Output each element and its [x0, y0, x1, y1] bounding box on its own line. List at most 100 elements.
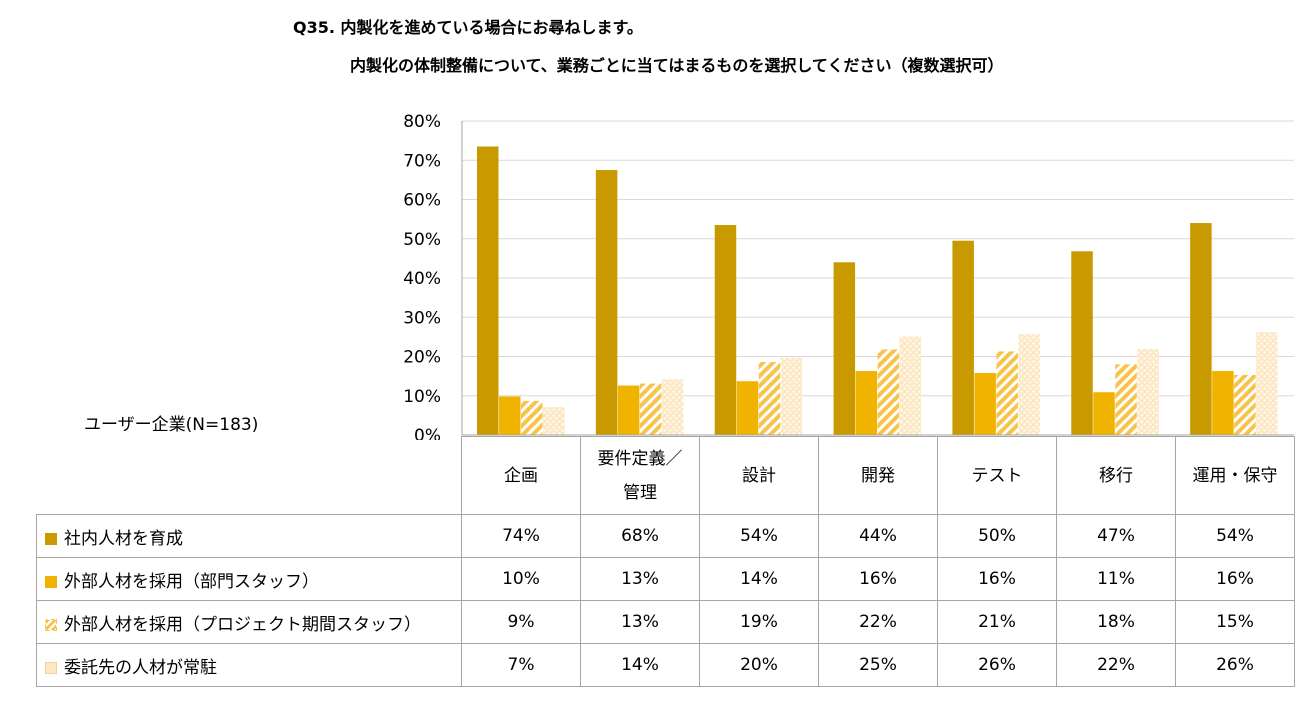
y-tick-label: 80% [403, 112, 441, 132]
chart-subtitle: 内製化の体制整備について、業務ごとに当てはまるものを選択してください（複数選択可… [350, 56, 1004, 75]
bar [736, 381, 759, 435]
data-label: 10% [461, 557, 581, 601]
bar [499, 396, 521, 435]
bar [1071, 251, 1093, 435]
bar [974, 372, 996, 435]
bar [1093, 392, 1115, 435]
bar [714, 225, 737, 435]
series-row: 外部人材を採用（プロジェクト期間スタッフ） 9% 13% 19% 22% 21%… [36, 600, 1295, 644]
bar [1234, 374, 1256, 435]
data-label: 26% [1175, 643, 1295, 687]
respondent-label: ユーザー企業(N=183) [84, 415, 259, 435]
data-label: 14% [699, 557, 819, 601]
category-cell: 企画 [461, 436, 581, 515]
data-label: 9% [461, 600, 581, 644]
chart-title: Q35. 内製化を進めている場合にお尋ねします。 [293, 18, 643, 37]
bar [996, 351, 1018, 435]
category-label: 開発 [861, 465, 895, 486]
data-label: 47% [1056, 514, 1176, 558]
data-label: 44% [818, 514, 938, 558]
series-legend-cell: 委託先の人材が常駐 [36, 643, 462, 687]
data-label: 22% [818, 600, 938, 644]
data-label: 20% [699, 643, 819, 687]
legend-label: 外部人材を採用（部門スタッフ） [64, 571, 319, 592]
legend-label: 社内人材を育成 [64, 528, 183, 549]
data-label: 25% [818, 643, 938, 687]
bar [1256, 332, 1278, 435]
bar [780, 357, 803, 435]
data-label: 11% [1056, 557, 1176, 601]
bar [899, 336, 922, 435]
y-tick-label: 60% [403, 191, 441, 211]
data-label: 22% [1056, 643, 1176, 687]
category-cell: テスト [937, 436, 1057, 515]
series-row: 社内人材を育成 74% 68% 54% 44% 50% 47% 54% [36, 514, 1295, 558]
legend-label: 委託先の人材が常駐 [64, 657, 217, 678]
series-legend-cell: 外部人材を採用（部門スタッフ） [36, 557, 462, 601]
y-axis-tick-labels: 0%10%20%30%40%50%60%70%80% [403, 112, 441, 440]
category-label: 移行 [1099, 465, 1133, 486]
data-label: 50% [937, 514, 1057, 558]
data-label: 15% [1175, 600, 1295, 644]
legend-swatch [45, 532, 57, 545]
bar [833, 262, 856, 435]
series-row: 委託先の人材が常駐 7% 14% 20% 25% 26% 22% 26% [36, 643, 1295, 687]
category-cell: 設計 [699, 436, 819, 515]
data-label: 13% [580, 557, 700, 601]
bar [877, 349, 900, 435]
legend-swatch [45, 661, 57, 674]
data-label: 19% [699, 600, 819, 644]
bar [1190, 223, 1212, 435]
data-label: 54% [1175, 514, 1295, 558]
bar [758, 361, 781, 435]
data-label: 26% [937, 643, 1057, 687]
data-label: 21% [937, 600, 1057, 644]
bar [1137, 349, 1159, 435]
category-label: 設計 [742, 465, 776, 486]
bar [521, 400, 543, 435]
category-label: 企画 [504, 465, 538, 486]
data-label: 13% [580, 600, 700, 644]
bar [855, 371, 878, 435]
legend-label: 外部人材を採用（プロジェクト期間スタッフ） [64, 614, 421, 635]
y-tick-label: 70% [403, 151, 441, 171]
category-label: 運用・保守 [1192, 465, 1278, 486]
series-legend-cell: 社内人材を育成 [36, 514, 462, 558]
data-label: 18% [1056, 600, 1176, 644]
data-label: 16% [937, 557, 1057, 601]
table-corner [36, 436, 462, 515]
y-tick-label: 30% [403, 308, 441, 328]
y-tick-label: 40% [403, 269, 441, 289]
bar [1115, 364, 1137, 435]
data-label: 54% [699, 514, 819, 558]
y-tick-label: 50% [403, 230, 441, 250]
category-cell: 開発 [818, 436, 938, 515]
y-tick-label: 10% [403, 387, 441, 407]
bar [1018, 334, 1040, 435]
data-table: 企画 要件定義／管理 設計 開発 テスト 移行 運用・保守 社内人材を育成 74… [36, 436, 1295, 687]
bar [952, 240, 974, 435]
series-legend-cell: 外部人材を採用（プロジェクト期間スタッフ） [36, 600, 462, 644]
legend-swatch [45, 618, 57, 631]
data-label: 16% [1175, 557, 1295, 601]
series-row: 外部人材を採用（部門スタッフ） 10% 13% 14% 16% 16% 11% … [36, 557, 1295, 601]
data-label: 7% [461, 643, 581, 687]
category-header-row: 企画 要件定義／管理 設計 開発 テスト 移行 運用・保守 [36, 436, 1295, 515]
bar [661, 379, 684, 435]
bar [617, 385, 640, 435]
bar [543, 407, 565, 435]
legend-swatch [45, 575, 57, 588]
category-cell: 移行 [1056, 436, 1176, 515]
bar [477, 146, 499, 435]
bar [595, 170, 618, 435]
category-cell: 運用・保守 [1175, 436, 1295, 515]
bars [477, 146, 1278, 435]
bar-chart: 0%10%20%30%40%50%60%70%80% [403, 112, 1294, 440]
category-label: テスト [971, 465, 1023, 486]
bar [1212, 371, 1234, 435]
category-cell: 要件定義／管理 [580, 436, 700, 515]
data-label: 16% [818, 557, 938, 601]
bar [639, 383, 662, 435]
data-label: 68% [580, 514, 700, 558]
data-label: 74% [461, 514, 581, 558]
